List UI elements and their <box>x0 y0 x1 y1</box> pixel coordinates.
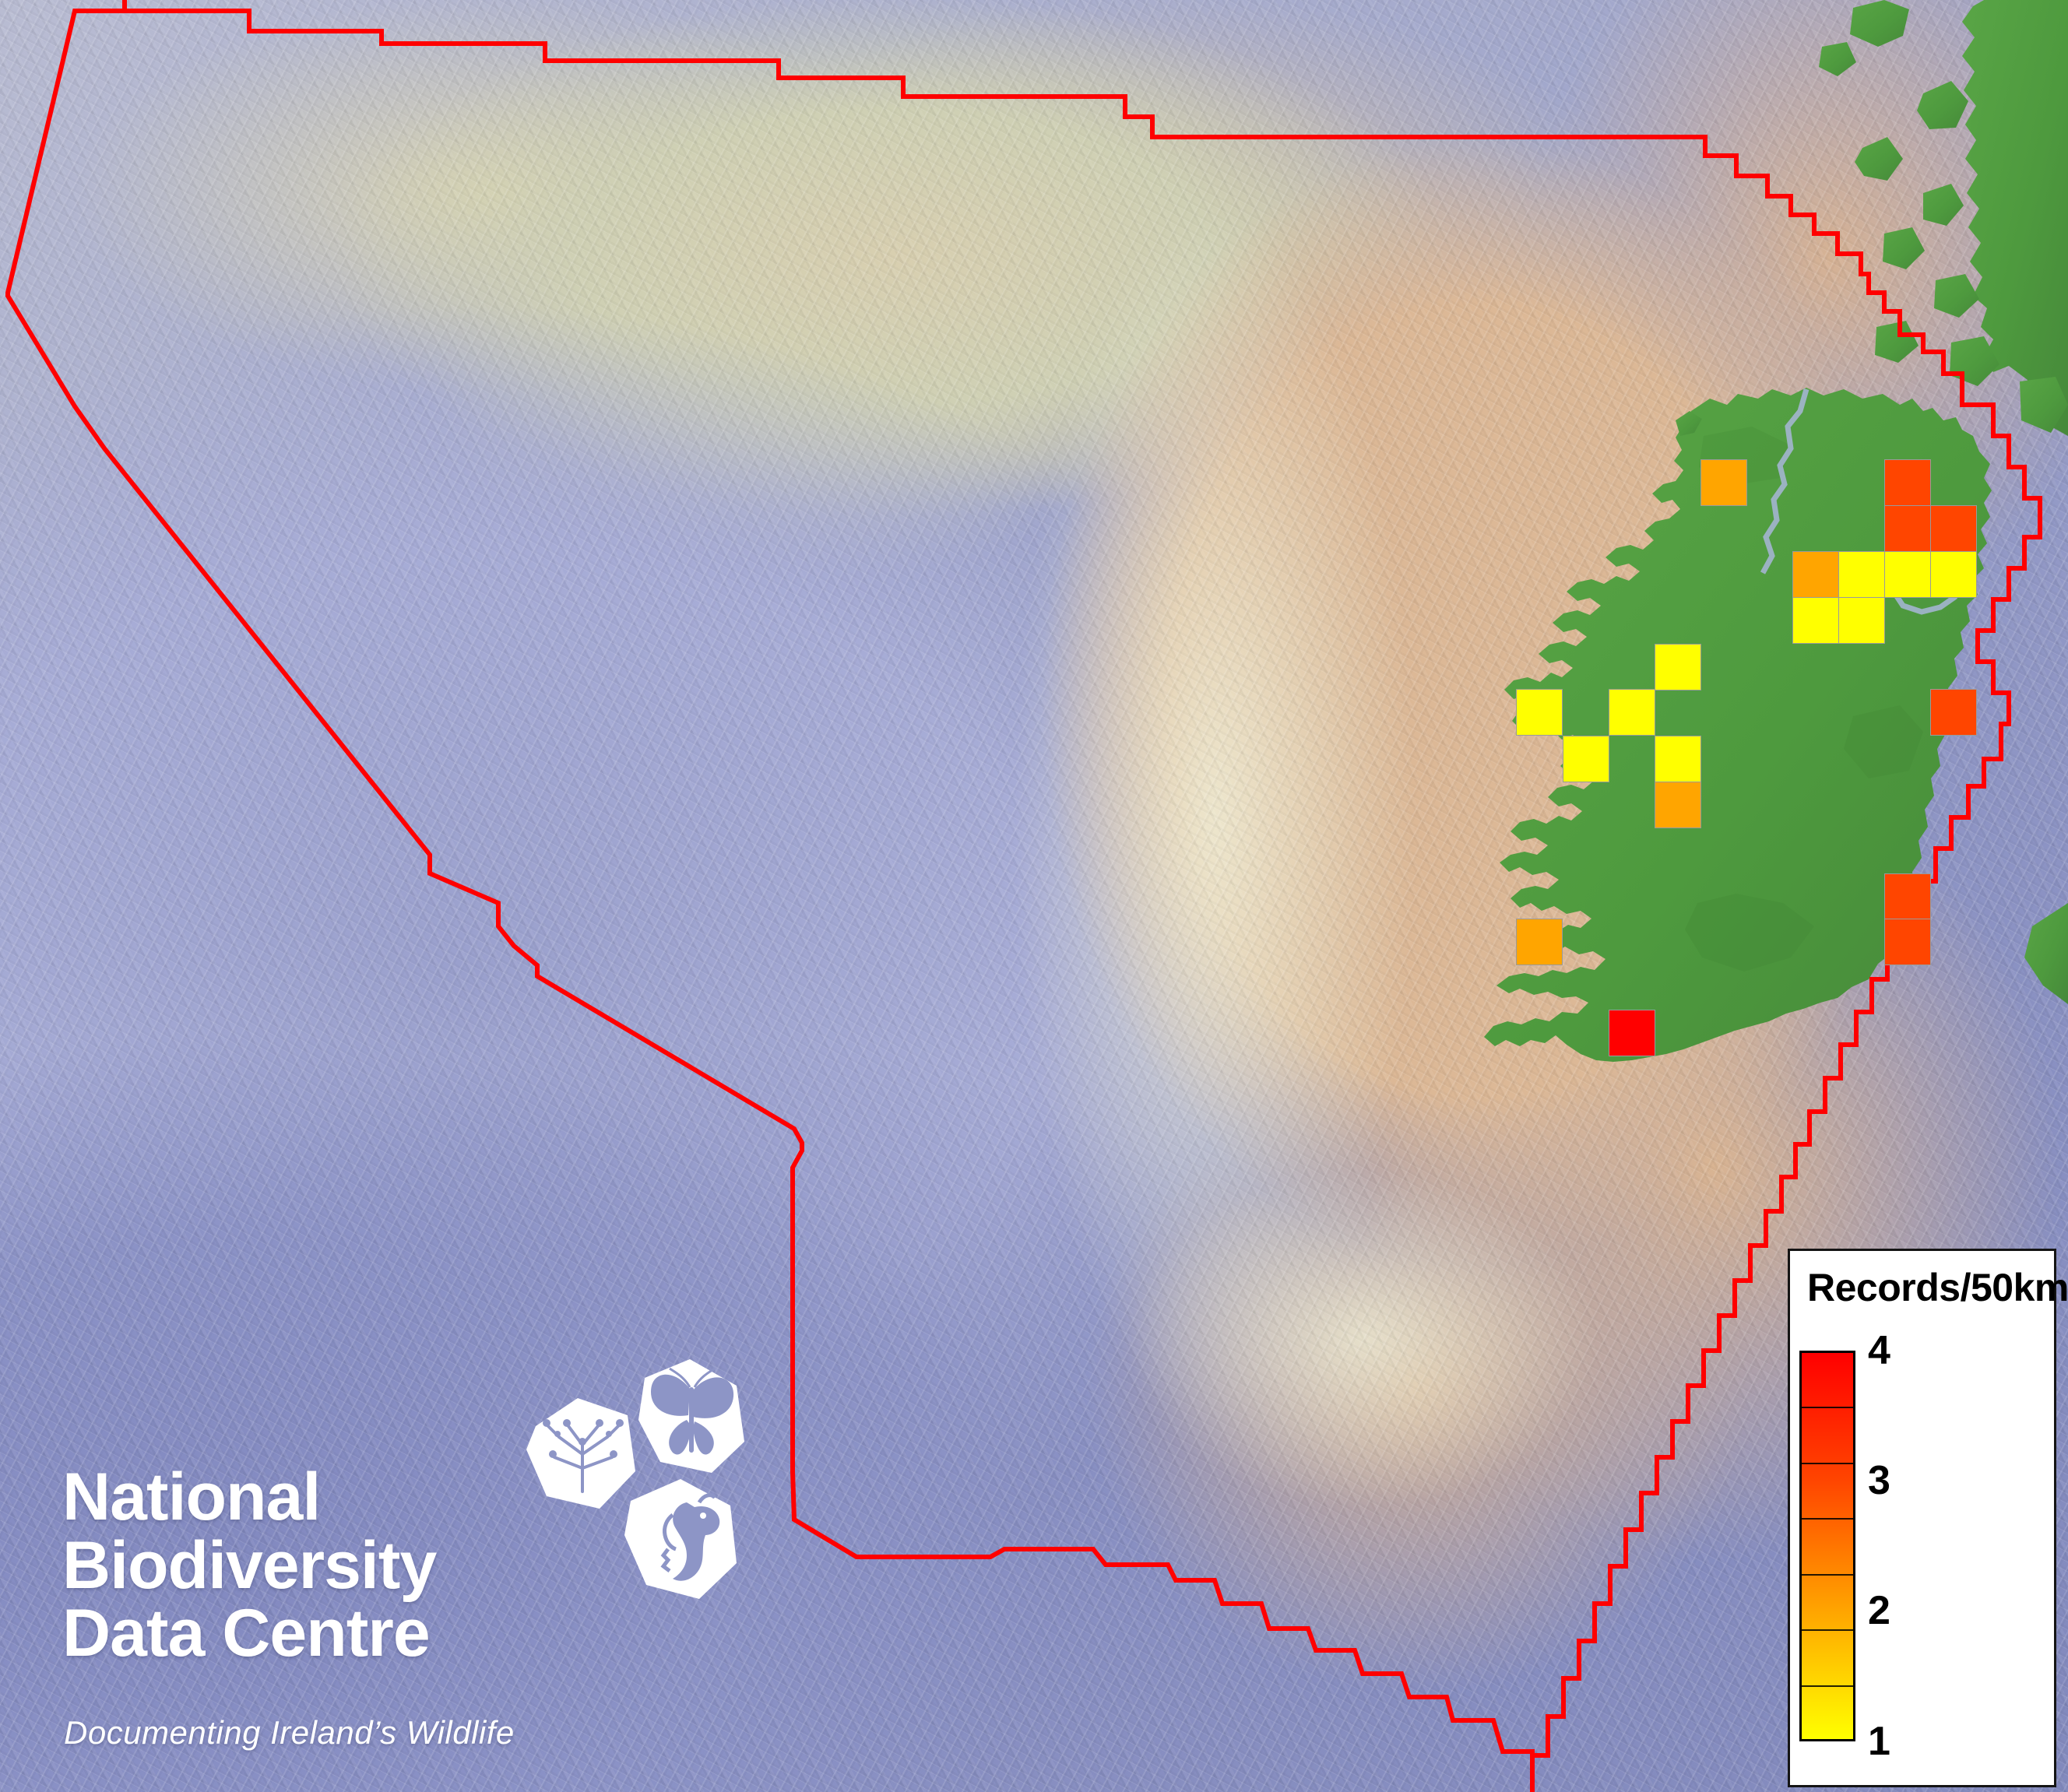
grid-cell[interactable] <box>1930 505 1977 552</box>
logo-hexagon-marks <box>514 1355 747 1619</box>
grid-cell[interactable] <box>1930 689 1977 736</box>
plant-icon <box>526 1398 635 1509</box>
grid-cell[interactable] <box>1884 873 1931 920</box>
grid-cell[interactable] <box>1516 919 1563 965</box>
nbdc-logo: National Biodiversity Data Centre Docume… <box>47 1347 744 1783</box>
legend-panel: Records/50km 4 3 2 1 <box>1788 1249 2068 1787</box>
logo-tagline: Documenting Ireland’s Wildlife <box>64 1714 515 1751</box>
grid-cell[interactable] <box>1516 689 1563 736</box>
grid-cell[interactable] <box>1930 551 1977 598</box>
grid-cell[interactable] <box>1838 597 1885 644</box>
legend-tick <box>1799 1462 1855 1464</box>
grid-cell[interactable] <box>1838 551 1885 598</box>
logo-line-2: Biodiversity <box>62 1527 437 1603</box>
legend-title: Records/50km <box>1807 1266 2068 1309</box>
grid-cell[interactable] <box>1655 736 1701 782</box>
grid-cell[interactable] <box>1792 597 1839 644</box>
grid-cell[interactable] <box>1609 1010 1655 1056</box>
legend-label-1: 1 <box>1868 1719 1890 1764</box>
grid-cell[interactable] <box>1563 736 1609 782</box>
legend-tick <box>1799 1573 1855 1576</box>
logo-line-1: National <box>62 1460 321 1534</box>
legend-label-4: 4 <box>1868 1328 1890 1373</box>
grid-cell[interactable] <box>1609 689 1655 736</box>
grid-cell[interactable] <box>1655 644 1701 690</box>
grid-cell[interactable] <box>1884 551 1931 598</box>
legend-color-ramp <box>1799 1351 1855 1741</box>
legend-tick <box>1799 1685 1855 1688</box>
grid-cell[interactable] <box>1700 459 1747 506</box>
seahorse-icon <box>624 1479 737 1599</box>
grid-cell[interactable] <box>1792 551 1839 598</box>
logo-wordmark: National Biodiversity Data Centre <box>62 1463 529 1668</box>
butterfly-icon <box>638 1359 744 1473</box>
legend-label-2: 2 <box>1868 1588 1890 1634</box>
legend-label-3: 3 <box>1868 1458 1890 1504</box>
logo-line-3: Data Centre <box>62 1596 431 1671</box>
legend-tick <box>1799 1518 1855 1520</box>
grid-cell[interactable] <box>1884 919 1931 965</box>
grid-cell[interactable] <box>1884 505 1931 552</box>
legend-tick <box>1799 1629 1855 1632</box>
grid-cell[interactable] <box>1884 459 1931 506</box>
legend-tick <box>1799 1406 1855 1408</box>
grid-cell[interactable] <box>1655 782 1701 828</box>
